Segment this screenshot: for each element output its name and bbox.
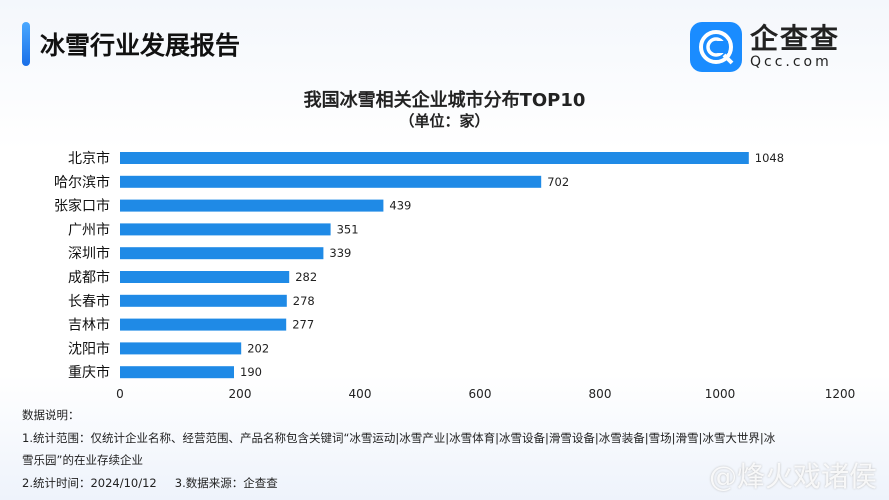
data-label: 439: [389, 199, 411, 213]
data-label: 1048: [755, 151, 784, 165]
bar: [120, 271, 290, 283]
chart-title: 我国冰雪相关企业城市分布TOP10: [303, 90, 586, 111]
bar: [120, 199, 384, 212]
notes-scope: 1.统计范围：仅统计企业名称、经营范围、产品名称包含关键词“冰雪运动|冰雪产业|…: [22, 430, 776, 445]
chart-subtitle: （单位：家）: [399, 112, 490, 130]
data-label: 202: [247, 341, 269, 355]
watermark: @烽火戏诸侯: [708, 460, 877, 493]
x-tick-label: 600: [469, 387, 492, 401]
category-label: 沈阳市: [68, 340, 110, 357]
data-label: 339: [329, 246, 351, 260]
logo-cn-text: 企查查: [750, 22, 841, 55]
x-tick-label: 0: [116, 387, 124, 401]
category-label: 长春市: [68, 293, 110, 310]
bar: [120, 366, 234, 379]
page-title: 冰雪行业发展报告: [40, 31, 241, 60]
data-label: 282: [295, 270, 317, 284]
category-label: 广州市: [68, 221, 110, 238]
category-label: 深圳市: [68, 245, 110, 262]
data-label: 190: [240, 365, 262, 379]
qcc-logo: 企查查 Qcc.com: [690, 22, 840, 72]
logo-en-text: Qcc.com: [750, 54, 832, 70]
data-notes: 数据说明： 1.统计范围：仅统计企业名称、经营范围、产品名称包含关键词“冰雪运动…: [22, 404, 775, 494]
category-label: 北京市: [68, 150, 110, 167]
bar: [120, 175, 542, 188]
x-tick-label: 1000: [705, 387, 736, 401]
data-label: 278: [293, 294, 315, 308]
x-tick-label: 800: [589, 387, 612, 401]
qcc-logo-icon: [690, 22, 742, 72]
x-tick-label: 1200: [825, 387, 856, 401]
data-label: 702: [547, 175, 569, 189]
bar: [120, 318, 287, 331]
category-label: 重庆市: [68, 364, 110, 381]
notes-scope-cont: 雪乐园”的在业存续企业: [22, 453, 143, 467]
data-label: 351: [337, 222, 359, 236]
bar: [120, 342, 242, 355]
x-tick-label: 200: [229, 387, 252, 401]
bar: [120, 223, 331, 236]
category-label: 成都市: [68, 269, 110, 286]
notes-heading: 数据说明：: [22, 408, 80, 422]
data-label: 277: [292, 318, 314, 332]
category-label: 吉林市: [68, 317, 110, 334]
title-accent-bar: [22, 22, 30, 66]
x-tick-label: 400: [349, 387, 372, 401]
notes-source: 3.数据来源：企查查: [174, 475, 278, 490]
category-label: 哈尔滨市: [54, 174, 110, 191]
bar: [120, 152, 749, 164]
bar: [120, 294, 287, 307]
category-label: 张家口市: [54, 198, 110, 215]
notes-time: 2.统计时间：2024/10/12: [22, 475, 157, 490]
bar: [120, 247, 324, 260]
